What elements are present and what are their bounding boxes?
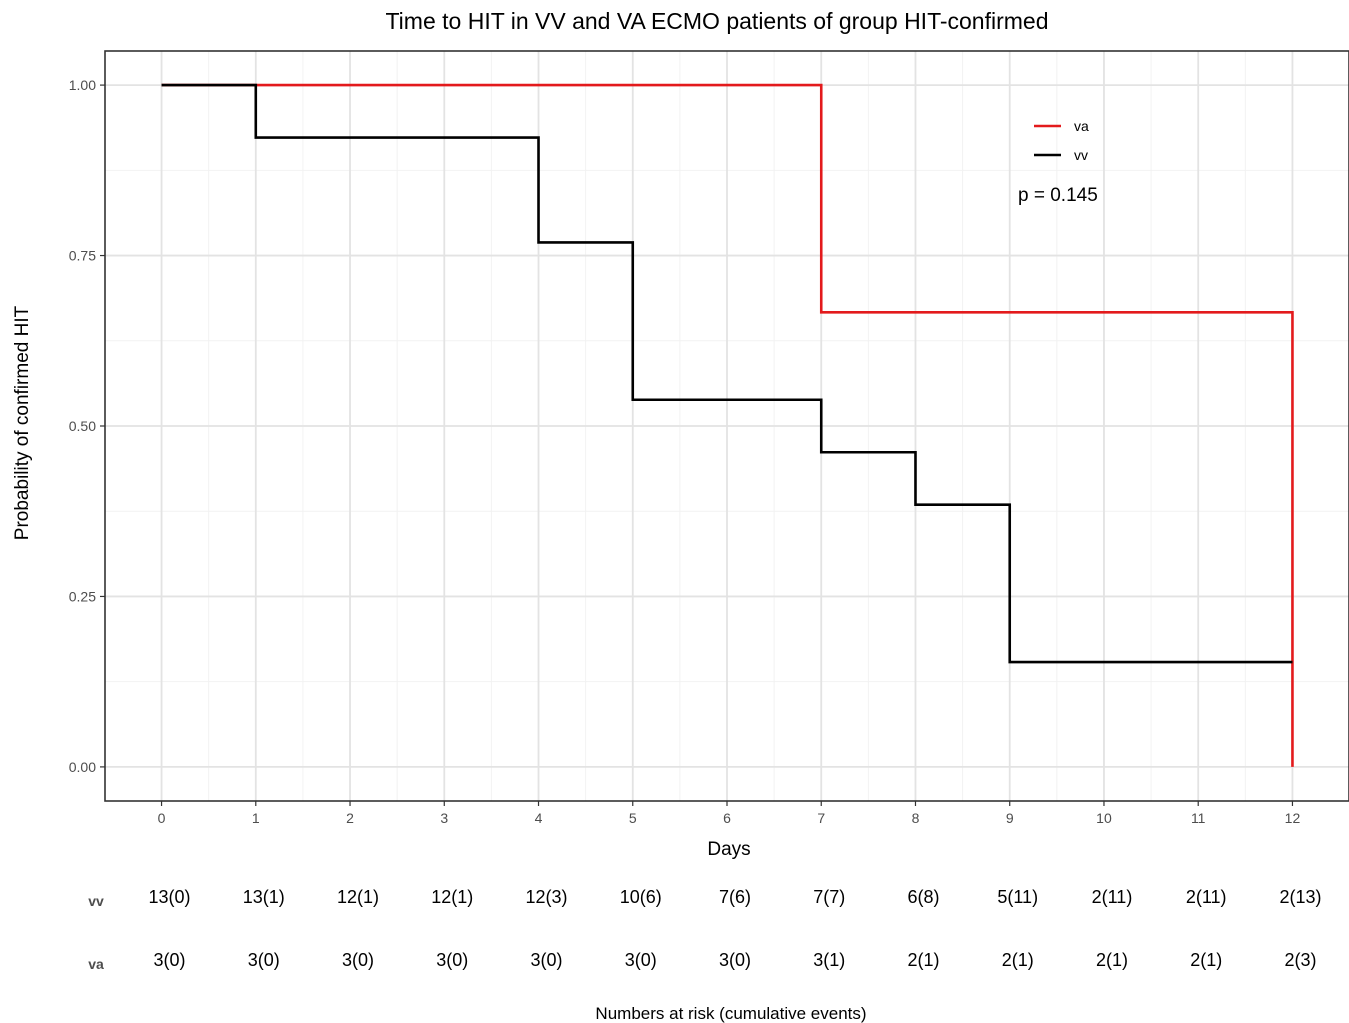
x-tick-label: 12 xyxy=(1285,810,1301,826)
x-tick-label: 6 xyxy=(723,810,731,826)
p-value-annotation: p = 0.145 xyxy=(1018,185,1098,206)
risk-cell: 7(6) xyxy=(719,887,751,907)
risk-cell: 12(1) xyxy=(431,887,473,907)
risk-cell: 2(11) xyxy=(1092,887,1133,907)
x-tick-label: 10 xyxy=(1096,810,1112,826)
risk-cell: 3(0) xyxy=(436,950,468,970)
y-tick-label: 1.00 xyxy=(69,77,96,93)
y-axis-title: Probability of confirmed HIT xyxy=(12,305,33,540)
x-tick-label: 9 xyxy=(1006,810,1014,826)
risk-cell: 3(0) xyxy=(248,950,280,970)
x-tick-label: 5 xyxy=(629,810,637,826)
risk-cell: 2(1) xyxy=(1096,950,1128,970)
risk-row-label: vv xyxy=(88,893,104,909)
risk-cell: 3(0) xyxy=(342,950,374,970)
survival-curves xyxy=(161,83,1294,767)
risk-cell: 12(3) xyxy=(525,887,567,907)
x-tick-label: 11 xyxy=(1191,810,1206,826)
chart-title: Time to HIT in VV and VA ECMO patients o… xyxy=(385,8,1048,34)
risk-cell: 6(8) xyxy=(907,887,939,907)
risk-cell: 12(1) xyxy=(337,887,379,907)
x-tick-label: 7 xyxy=(817,810,825,826)
risk-cell: 2(1) xyxy=(907,950,939,970)
risk-cell: 3(0) xyxy=(625,950,657,970)
x-axis-ticks: 0 1 2 3 4 5 6 7 8 9 10 11 12 xyxy=(158,801,1301,826)
x-tick-label: 1 xyxy=(252,810,260,826)
y-axis-ticks: 0.00 0.25 0.50 0.75 1.00 xyxy=(69,77,105,775)
y-tick-label: 0.75 xyxy=(69,248,96,264)
x-tick-label: 8 xyxy=(912,810,920,826)
grid-lines xyxy=(105,51,1349,801)
y-tick-label: 0.50 xyxy=(69,418,96,434)
x-axis-title: Days xyxy=(707,839,750,860)
x-tick-label: 3 xyxy=(440,810,448,826)
risk-cell: 2(1) xyxy=(1002,950,1034,970)
risk-cell: 2(13) xyxy=(1279,887,1321,907)
risk-cell: 2(3) xyxy=(1284,950,1316,970)
risk-cell: 2(1) xyxy=(1190,950,1222,970)
risk-cell: 3(0) xyxy=(531,950,563,970)
risk-cell: 3(0) xyxy=(719,950,751,970)
x-tick-label: 4 xyxy=(535,810,543,826)
risk-cell: 10(6) xyxy=(620,887,662,907)
risk-cell: 13(0) xyxy=(149,887,191,907)
y-tick-label: 0.00 xyxy=(69,759,96,775)
x-tick-label: 2 xyxy=(346,810,354,826)
legend-label-vv: vv xyxy=(1074,147,1088,163)
risk-table-caption: Numbers at risk (cumulative events) xyxy=(595,1004,866,1023)
legend: va vv xyxy=(1034,118,1089,163)
risk-cell: 7(7) xyxy=(813,887,845,907)
risk-cell: 2(11) xyxy=(1186,887,1227,907)
km-curve-va xyxy=(161,83,1294,767)
risk-cell: 5(11) xyxy=(997,887,1038,907)
risk-row-label: va xyxy=(88,956,104,972)
y-tick-label: 0.25 xyxy=(69,588,96,604)
risk-cell: 3(0) xyxy=(154,950,186,970)
risk-cell: 3(1) xyxy=(813,950,845,970)
x-tick-label: 0 xyxy=(158,810,166,826)
risk-table: vv 13(0) 13(1) 12(1) 12(1) 12(3) 10(6) 7(6) 7(7)… xyxy=(88,887,1321,972)
legend-label-va: va xyxy=(1074,118,1089,134)
risk-cell: 13(1) xyxy=(243,887,285,907)
km-curve-vv xyxy=(161,83,1293,664)
